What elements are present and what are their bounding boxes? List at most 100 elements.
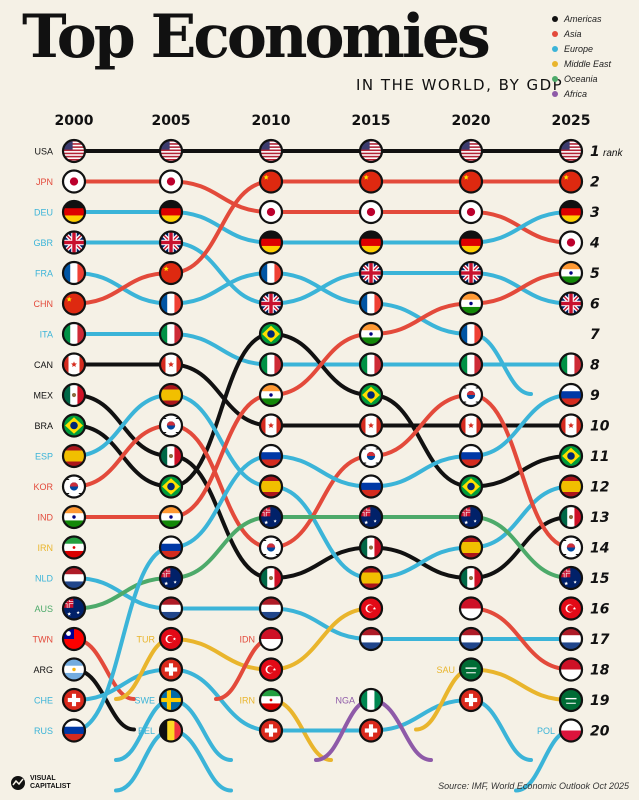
series-line-chn xyxy=(72,179,573,306)
flag-marker-rus-2010 xyxy=(258,443,284,469)
flag-marker-fra-2015 xyxy=(358,291,384,316)
series-line-tur xyxy=(114,606,373,701)
legend-dot xyxy=(552,15,558,22)
flag-marker-chn-2020 xyxy=(458,169,484,194)
flag-marker-aus-2000 xyxy=(61,596,87,621)
legend-label: Asia xyxy=(564,28,582,39)
series-line-nld xyxy=(72,576,573,642)
flag-marker-usa-2025 xyxy=(558,138,584,164)
flag-marker-nld-2000 xyxy=(61,565,87,591)
flag-marker-mex-2005 xyxy=(158,443,184,469)
series-line-ind xyxy=(72,271,573,520)
legend-item-oceania: Oceania xyxy=(552,71,611,86)
flag-marker-ita-2025 xyxy=(558,352,584,377)
flag-marker-che-2000 xyxy=(61,687,87,713)
flag-marker-deu-2000 xyxy=(61,199,87,225)
legend-label: Africa xyxy=(564,88,588,99)
flag-marker-ind-2015 xyxy=(358,321,384,347)
flag-marker-aus-2010 xyxy=(258,504,284,530)
flag-marker-nld-2005 xyxy=(158,596,184,621)
inline-label-irn: IRN xyxy=(240,696,256,706)
country-label-deu: DEU xyxy=(34,208,53,218)
flag-marker-usa-2015 xyxy=(358,138,384,164)
flag-marker-can-2015 xyxy=(358,413,384,438)
flag-marker-jpn-2010 xyxy=(258,199,284,225)
chart-title: Top Economies xyxy=(22,2,491,72)
year-label-2000: 2000 xyxy=(55,113,94,129)
flag-marker-nga-2015 xyxy=(358,687,384,713)
rank-label-16: 16 xyxy=(590,602,610,618)
rank-label-11: 11 xyxy=(590,449,609,465)
flag-marker-gbr-2005 xyxy=(158,230,184,255)
flag-marker-bra-2025 xyxy=(558,443,584,469)
country-label-aus: AUS xyxy=(34,604,53,614)
series-line-rus xyxy=(72,393,573,733)
rank-label-5: 5 xyxy=(590,266,600,282)
flag-marker-idn-2020 xyxy=(458,596,484,621)
rank-label-1: 1 xyxy=(590,144,600,160)
flag-marker-chn-2025 xyxy=(558,169,584,194)
flag-marker-jpn-2005 xyxy=(158,169,184,194)
flag-marker-jpn-2020 xyxy=(458,199,484,225)
flag-marker-rus-2025 xyxy=(558,382,584,408)
flag-marker-bra-2015 xyxy=(358,382,384,408)
flag-marker-deu-2020 xyxy=(458,230,484,255)
flag-marker-mex-2015 xyxy=(358,535,384,560)
rank-label-6: 6 xyxy=(590,297,600,313)
rank-label-9: 9 xyxy=(590,388,600,404)
rank-label-3: 3 xyxy=(590,205,600,221)
year-label-2025: 2025 xyxy=(552,113,591,129)
rank-label-20: 20 xyxy=(590,724,610,740)
legend-label: Americas xyxy=(564,13,602,24)
flag-marker-fra-2010 xyxy=(258,260,284,286)
flag-marker-gbr-2020 xyxy=(458,260,484,286)
flag-marker-nld-2020 xyxy=(458,626,484,652)
flag-markers xyxy=(61,138,584,743)
flag-marker-che-2015 xyxy=(358,718,384,743)
flag-marker-ita-2010 xyxy=(258,352,284,377)
flag-marker-kor-2010 xyxy=(258,535,284,560)
flag-marker-irn-2010 xyxy=(258,687,284,713)
flag-marker-deu-2015 xyxy=(358,230,384,255)
year-label-2005: 2005 xyxy=(152,113,191,129)
flag-marker-fra-2020 xyxy=(458,321,484,347)
chart-subtitle: IN THE WORLD, BY GDP xyxy=(356,76,564,94)
flag-marker-bel-2005 xyxy=(158,718,184,743)
flag-marker-mex-2010 xyxy=(258,565,284,591)
flag-marker-ind-2000 xyxy=(61,504,87,530)
flag-marker-ind-2020 xyxy=(458,291,484,316)
flag-marker-ind-2005 xyxy=(158,504,184,530)
flag-marker-mex-2025 xyxy=(558,504,584,530)
year-label-2020: 2020 xyxy=(452,113,491,129)
flag-marker-ind-2025 xyxy=(558,260,584,286)
flag-marker-aus-2025 xyxy=(558,565,584,591)
flag-marker-rus-2015 xyxy=(358,474,384,499)
legend-item-africa: Africa xyxy=(552,86,611,101)
rank-label-12: 12 xyxy=(590,480,609,496)
flag-marker-aus-2015 xyxy=(358,504,384,530)
flag-marker-gbr-2025 xyxy=(558,291,584,316)
country-label-usa: USA xyxy=(34,147,53,157)
brand: VISUAL CAPITALIST xyxy=(30,775,71,791)
flag-marker-nld-2010 xyxy=(258,596,284,621)
series-line-jpn xyxy=(72,179,573,245)
flag-marker-pol-2025 xyxy=(558,718,584,743)
series-line-che xyxy=(72,667,533,762)
rank-heading: rank xyxy=(603,148,623,159)
legend-dot xyxy=(552,60,558,67)
flag-marker-che-2020 xyxy=(458,687,484,713)
country-label-jpn: JPN xyxy=(36,177,53,187)
flag-marker-esp-2020 xyxy=(458,535,484,560)
flag-marker-idn-2025 xyxy=(558,657,584,682)
legend-label: Oceania xyxy=(564,73,598,84)
country-label-ita: ITA xyxy=(40,330,53,340)
rank-label-18: 18 xyxy=(590,663,610,679)
flag-marker-deu-2005 xyxy=(158,199,184,225)
country-label-can: CAN xyxy=(34,360,53,370)
flag-marker-rus-2005 xyxy=(158,535,184,560)
rank-label-8: 8 xyxy=(590,358,600,374)
flag-marker-bra-2020 xyxy=(458,474,484,499)
rank-label-15: 15 xyxy=(590,571,610,587)
rank-label-17: 17 xyxy=(590,632,610,648)
